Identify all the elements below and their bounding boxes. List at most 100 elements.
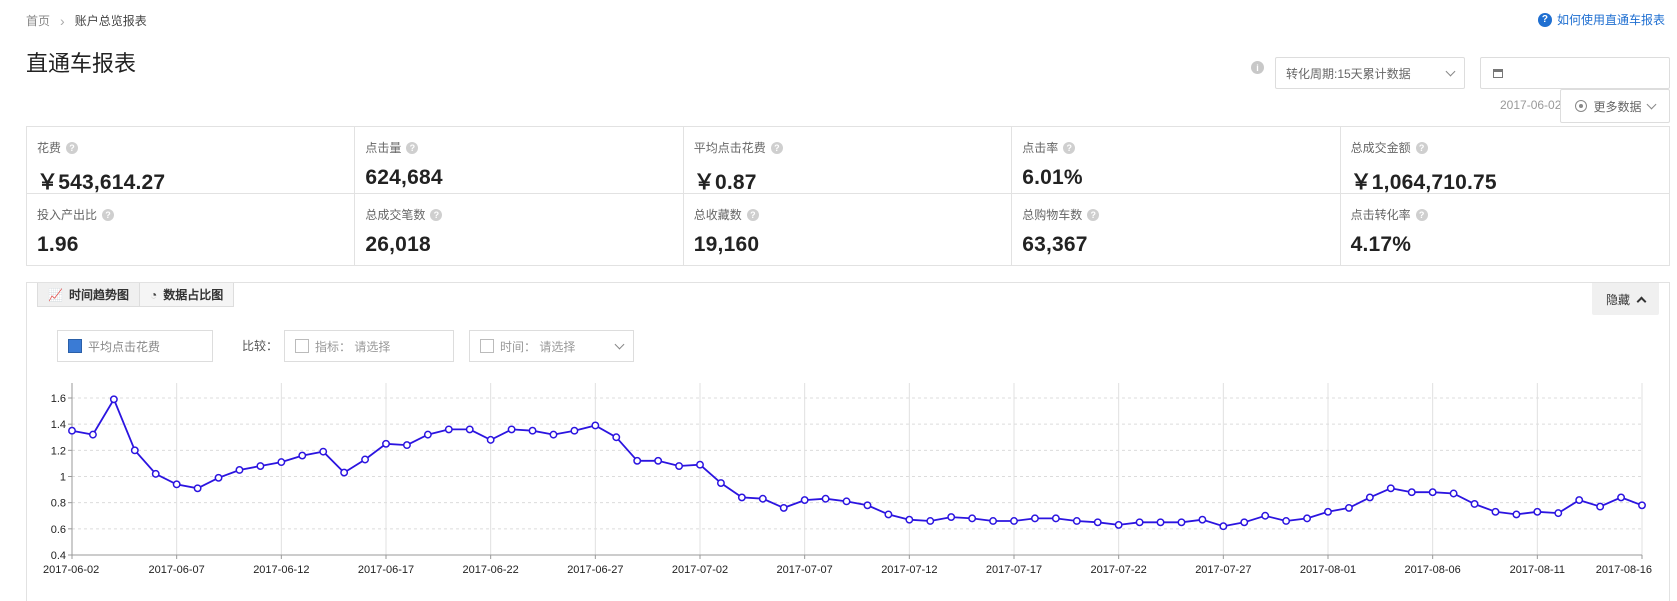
- data-point[interactable]: [1596, 502, 1605, 511]
- data-point[interactable]: [319, 447, 328, 456]
- data-point[interactable]: [1407, 488, 1416, 497]
- data-point[interactable]: [486, 435, 495, 444]
- question-icon[interactable]: ?: [1063, 141, 1076, 154]
- question-icon[interactable]: ?: [1087, 208, 1100, 221]
- data-point[interactable]: [737, 493, 746, 502]
- data-point[interactable]: [1114, 520, 1123, 529]
- data-point[interactable]: [1575, 496, 1584, 505]
- question-icon[interactable]: ?: [746, 208, 759, 221]
- question-icon[interactable]: ?: [102, 208, 115, 221]
- data-point[interactable]: [570, 426, 579, 435]
- data-point[interactable]: [1617, 493, 1626, 502]
- data-point[interactable]: [68, 426, 76, 435]
- data-point[interactable]: [884, 510, 893, 519]
- data-point[interactable]: [1638, 501, 1646, 510]
- compare-metric-select[interactable]: 指标： 请选择: [284, 330, 454, 362]
- data-point[interactable]: [1344, 503, 1353, 512]
- data-point[interactable]: [1324, 507, 1332, 516]
- data-point[interactable]: [402, 441, 411, 450]
- compare-time-checkbox[interactable]: [480, 339, 494, 353]
- data-point[interactable]: [1365, 493, 1374, 502]
- question-icon[interactable]: ?: [406, 141, 419, 154]
- data-point[interactable]: [507, 425, 516, 434]
- data-point[interactable]: [905, 515, 914, 524]
- data-point[interactable]: [1072, 517, 1081, 525]
- data-point[interactable]: [423, 430, 432, 439]
- data-point[interactable]: [528, 426, 537, 435]
- data-point[interactable]: [109, 395, 118, 404]
- data-point[interactable]: [1303, 514, 1312, 523]
- data-point[interactable]: [1533, 507, 1542, 516]
- data-point[interactable]: [1554, 509, 1563, 518]
- breadcrumb-home[interactable]: 首页: [26, 14, 51, 28]
- data-point[interactable]: [1219, 522, 1228, 531]
- tab-data-share[interactable]: ◔ 数据占比图: [139, 283, 235, 307]
- data-point[interactable]: [758, 494, 767, 503]
- data-point[interactable]: [1428, 488, 1437, 497]
- data-point[interactable]: [1512, 510, 1521, 519]
- question-icon[interactable]: ?: [1415, 208, 1428, 221]
- data-point[interactable]: [1135, 518, 1144, 527]
- question-icon[interactable]: ?: [66, 141, 79, 154]
- data-point[interactable]: [1156, 518, 1165, 527]
- data-point[interactable]: [1198, 515, 1207, 524]
- data-point[interactable]: [1386, 484, 1395, 493]
- data-point[interactable]: [926, 517, 935, 525]
- data-point[interactable]: [591, 421, 600, 430]
- data-point[interactable]: [863, 501, 872, 510]
- legend-item[interactable]: 平均点击花费: [57, 330, 213, 362]
- question-icon[interactable]: ?: [770, 141, 783, 154]
- help-link[interactable]: ? 如何使用直通车报表: [1537, 11, 1665, 28]
- data-point[interactable]: [1051, 514, 1060, 523]
- data-point[interactable]: [1282, 517, 1291, 525]
- data-point[interactable]: [1240, 518, 1249, 527]
- data-point[interactable]: [235, 466, 244, 474]
- data-point[interactable]: [382, 439, 390, 448]
- question-icon[interactable]: ?: [1415, 141, 1428, 154]
- data-point[interactable]: [298, 451, 307, 460]
- question-icon[interactable]: ?: [430, 208, 443, 221]
- compare-time-select[interactable]: 时间： 请选择: [469, 330, 634, 362]
- data-point[interactable]: [968, 514, 977, 523]
- data-point[interactable]: [1470, 500, 1479, 508]
- data-point[interactable]: [214, 473, 223, 482]
- conversion-period-select[interactable]: 转化周期:15天累计数据: [1275, 57, 1465, 89]
- data-point[interactable]: [1261, 511, 1270, 520]
- info-icon[interactable]: i: [1251, 61, 1264, 74]
- data-point[interactable]: [1449, 489, 1458, 498]
- compare-metric-checkbox[interactable]: [295, 339, 309, 353]
- data-point[interactable]: [277, 458, 286, 467]
- data-point[interactable]: [151, 469, 160, 478]
- more-data-button[interactable]: 更多数据: [1560, 89, 1670, 123]
- data-point[interactable]: [1177, 518, 1186, 527]
- data-point[interactable]: [193, 484, 202, 493]
- data-point[interactable]: [696, 460, 704, 469]
- data-point[interactable]: [1491, 507, 1500, 516]
- data-point[interactable]: [800, 496, 809, 505]
- tab-time-trend[interactable]: 📈 时间趋势图: [37, 283, 140, 307]
- data-point[interactable]: [675, 462, 684, 470]
- data-point[interactable]: [821, 494, 830, 503]
- data-point[interactable]: [361, 455, 370, 464]
- data-point[interactable]: [256, 462, 265, 470]
- data-point[interactable]: [1010, 517, 1018, 525]
- data-point[interactable]: [88, 430, 97, 439]
- data-point[interactable]: [989, 517, 998, 525]
- data-point[interactable]: [172, 480, 181, 489]
- data-point[interactable]: [842, 497, 851, 506]
- data-point[interactable]: [716, 479, 725, 487]
- data-point[interactable]: [633, 456, 642, 465]
- data-point[interactable]: [130, 446, 139, 455]
- data-point[interactable]: [549, 430, 558, 439]
- data-point[interactable]: [444, 425, 453, 434]
- hide-chart-button[interactable]: 隐藏: [1591, 283, 1659, 315]
- data-point[interactable]: [1030, 514, 1039, 523]
- data-point[interactable]: [465, 425, 474, 434]
- data-point[interactable]: [1093, 518, 1102, 527]
- data-point[interactable]: [340, 468, 349, 477]
- data-point[interactable]: [654, 456, 663, 465]
- data-point[interactable]: [947, 513, 956, 522]
- date-range-picker[interactable]: [1480, 57, 1670, 89]
- data-point[interactable]: [612, 433, 621, 442]
- data-point[interactable]: [779, 503, 788, 512]
